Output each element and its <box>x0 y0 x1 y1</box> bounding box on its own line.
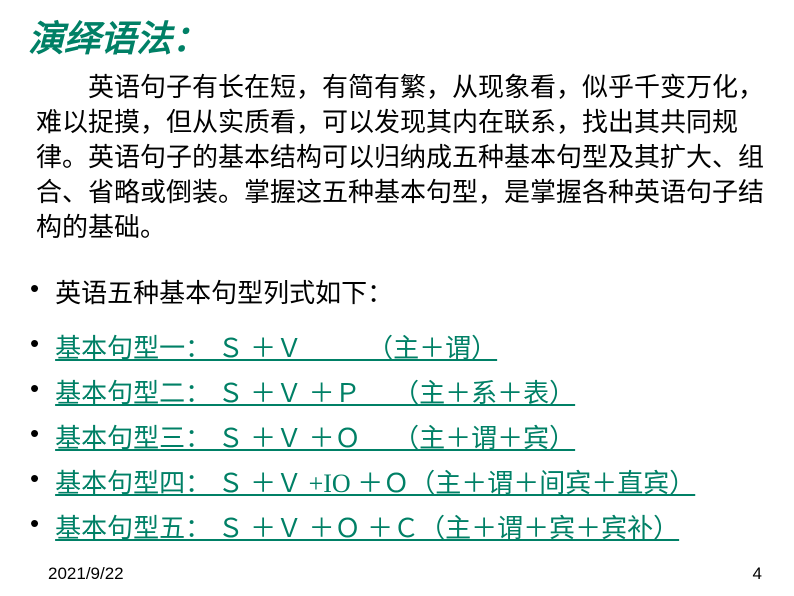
pattern-row: • 基本句型一： Ｓ ＋Ｖ （主＋谓） <box>28 328 766 365</box>
footer-date: 2021/9/22 <box>48 564 124 584</box>
pattern-row: • 基本句型二： Ｓ ＋Ｖ ＋Ｐ （主＋系＋表） <box>28 373 766 410</box>
pattern-link-5[interactable]: 基本句型五： Ｓ ＋Ｖ ＋Ｏ ＋Ｃ（主＋谓＋宾＋宾补） <box>55 508 679 545</box>
bullet-icon: • <box>30 273 39 304</box>
list-header-row: • 英语五种基本句型列式如下： <box>28 273 766 320</box>
slide-footer: 2021/9/22 4 <box>48 564 762 584</box>
pattern-link-1[interactable]: 基本句型一： Ｓ ＋Ｖ （主＋谓） <box>55 328 497 365</box>
bullet-icon: • <box>30 508 39 539</box>
slide-title: 演绎语法： <box>28 10 766 62</box>
list-header-text: 英语五种基本句型列式如下： <box>55 273 393 310</box>
pattern-link-3[interactable]: 基本句型三： Ｓ ＋Ｖ ＋Ｏ （主＋谓＋宾） <box>55 418 575 455</box>
intro-paragraph: 英语句子有长在短，有简有繁，从现象看，似乎千变万化，难以捉摸，但从实质看，可以发… <box>36 70 766 245</box>
bullet-icon: • <box>30 463 39 494</box>
pattern-row: • 基本句型三： Ｓ ＋Ｖ ＋Ｏ （主＋谓＋宾） <box>28 418 766 455</box>
pattern-row: • 基本句型五： Ｓ ＋Ｖ ＋Ｏ ＋Ｃ（主＋谓＋宾＋宾补） <box>28 508 766 545</box>
bullet-icon: • <box>30 373 39 404</box>
pattern-row: • 基本句型四： Ｓ ＋Ｖ +IO ＋Ｏ（主＋谓＋间宾＋直宾） <box>28 463 766 500</box>
bullet-icon: • <box>30 328 39 359</box>
pattern-link-4[interactable]: 基本句型四： Ｓ ＋Ｖ +IO ＋Ｏ（主＋谓＋间宾＋直宾） <box>55 463 695 500</box>
bullet-icon: • <box>30 418 39 449</box>
pattern-link-2[interactable]: 基本句型二： Ｓ ＋Ｖ ＋Ｐ （主＋系＋表） <box>55 373 575 410</box>
footer-page-number: 4 <box>753 564 762 584</box>
